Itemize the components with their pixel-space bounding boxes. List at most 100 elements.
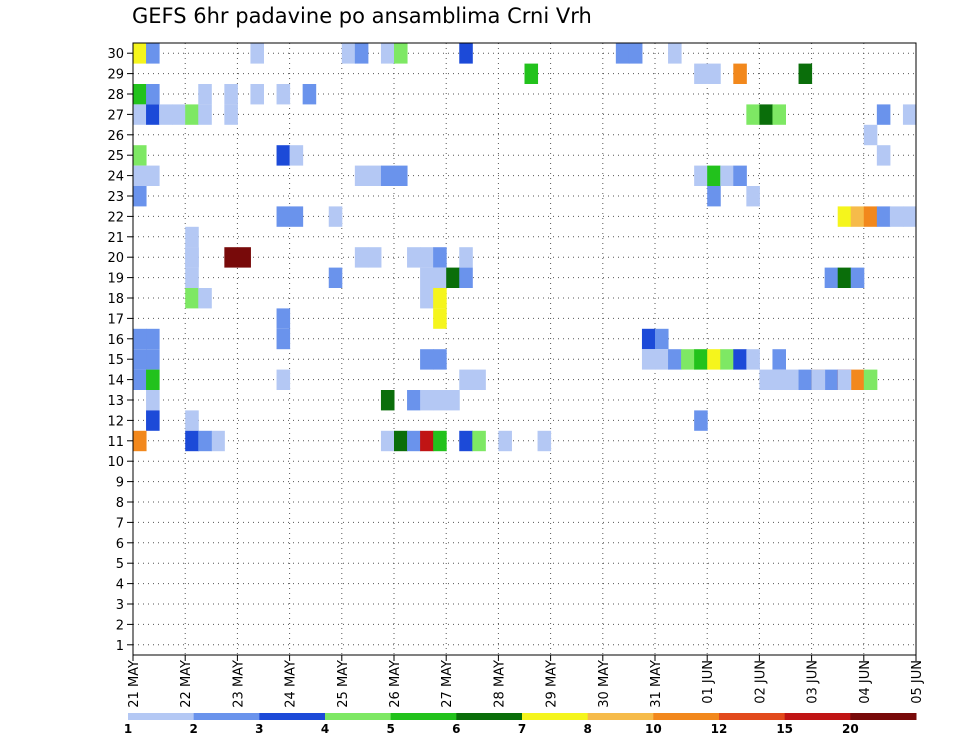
precip-cell [133, 104, 147, 125]
x-tick-label: 02 JUN [753, 660, 768, 704]
precip-cell [133, 328, 147, 350]
precip-cell [733, 165, 747, 186]
colorbar-segment [653, 713, 720, 720]
precip-cell [537, 430, 552, 452]
precip-cell [707, 349, 721, 370]
precip-cell [902, 104, 917, 125]
colorbar-label: 6 [452, 722, 460, 736]
precip-cell [498, 430, 512, 452]
precip-cell [798, 63, 813, 84]
precip-cell [459, 369, 473, 390]
precip-cell [433, 430, 447, 452]
colorbar-segment [390, 713, 457, 720]
precip-cell [276, 84, 291, 105]
colorbar: 1 2 3 4 5 6 7 8 10 12 15 20 [124, 713, 917, 736]
precip-cell [146, 410, 160, 431]
precip-cell [289, 145, 304, 166]
precip-cell [276, 328, 291, 350]
y-tick-label: 8 [116, 496, 124, 511]
precip-cell [133, 84, 147, 105]
colorbar-segment [850, 713, 917, 720]
precip-cell [850, 206, 865, 227]
colorbar-segment [193, 713, 260, 720]
precip-cell [146, 165, 160, 186]
precip-cell [380, 390, 395, 411]
precip-cell [850, 267, 865, 288]
x-axis-ticks: 21 MAY 22 MAY 23 MAY 24 MAY 25 MAY 26 MAY 27 M… [127, 655, 925, 708]
y-tick-label: 2 [116, 618, 124, 633]
precip-cell [133, 43, 147, 64]
precip-cell [276, 145, 291, 166]
precip-cell [433, 308, 447, 329]
precip-cell [433, 390, 447, 411]
precip-cell [772, 104, 786, 125]
precip-cell [354, 43, 369, 64]
precip-cell [694, 410, 708, 431]
precip-cell [641, 349, 656, 370]
y-tick-label: 23 [107, 190, 124, 205]
precip-cell [133, 186, 147, 207]
precip-cell [902, 206, 917, 227]
plot-frame [132, 42, 917, 656]
y-tick-label: 4 [116, 578, 124, 593]
precip-cell [420, 349, 434, 370]
precip-cell [185, 410, 199, 431]
precip-cell [707, 186, 721, 207]
precip-cell [133, 349, 147, 370]
x-tick-label: 30 MAY [597, 660, 612, 708]
y-tick-label: 6 [116, 537, 124, 552]
colorbar-segment [325, 713, 392, 720]
y-tick-label: 24 [107, 170, 124, 185]
precip-cell [289, 206, 304, 227]
colorbar-label: 5 [386, 722, 394, 736]
precip-cell [837, 369, 852, 390]
precip-cell [354, 247, 369, 268]
precip-cell [394, 430, 408, 452]
precip-cell [407, 430, 421, 452]
precip-cell [146, 349, 160, 370]
precip-cell [746, 186, 760, 207]
precip-cell [876, 206, 891, 227]
precip-cell [694, 165, 708, 186]
precip-cell [380, 43, 395, 64]
precip-cell [811, 369, 826, 390]
precip-cell [798, 369, 813, 390]
colorbar-label: 7 [518, 722, 526, 736]
y-axis-ticks: 1234567891011121314151617181920212223242… [107, 47, 133, 654]
precip-cell [733, 63, 747, 84]
precip-cell [707, 165, 721, 186]
precip-cell [668, 43, 682, 64]
precip-cell [133, 145, 147, 166]
precip-cell [420, 288, 434, 309]
precip-cell [185, 247, 199, 268]
colorbar-label: 1 [124, 722, 132, 736]
precip-cell [720, 349, 734, 370]
precip-cell [211, 430, 225, 452]
precip-cell [394, 165, 408, 186]
y-tick-label: 14 [107, 374, 124, 389]
colorbar-label: 10 [645, 722, 662, 736]
precip-cell [824, 267, 839, 288]
colorbar-segment [456, 713, 523, 720]
x-tick-label: 24 MAY [284, 660, 299, 708]
precip-cell [850, 369, 865, 390]
precip-cell [615, 43, 630, 64]
x-tick-label: 03 JUN [806, 660, 821, 704]
precip-cell [198, 430, 212, 452]
precip-cell [328, 267, 343, 288]
y-tick-label: 27 [107, 108, 124, 123]
precip-cell [889, 206, 904, 227]
y-tick-label: 22 [107, 210, 124, 225]
precip-cell [420, 247, 434, 268]
precip-cell [759, 104, 773, 125]
precip-cell [655, 349, 669, 370]
precip-cell [433, 247, 447, 268]
precip-cell [746, 349, 760, 370]
precip-cell [146, 328, 160, 350]
colorbar-segment [784, 713, 851, 720]
colorbar-label: 4 [321, 722, 329, 736]
precip-cell [146, 84, 160, 105]
y-tick-label: 18 [107, 292, 124, 307]
colorbar-segment [719, 713, 786, 720]
precip-cell [863, 369, 878, 390]
